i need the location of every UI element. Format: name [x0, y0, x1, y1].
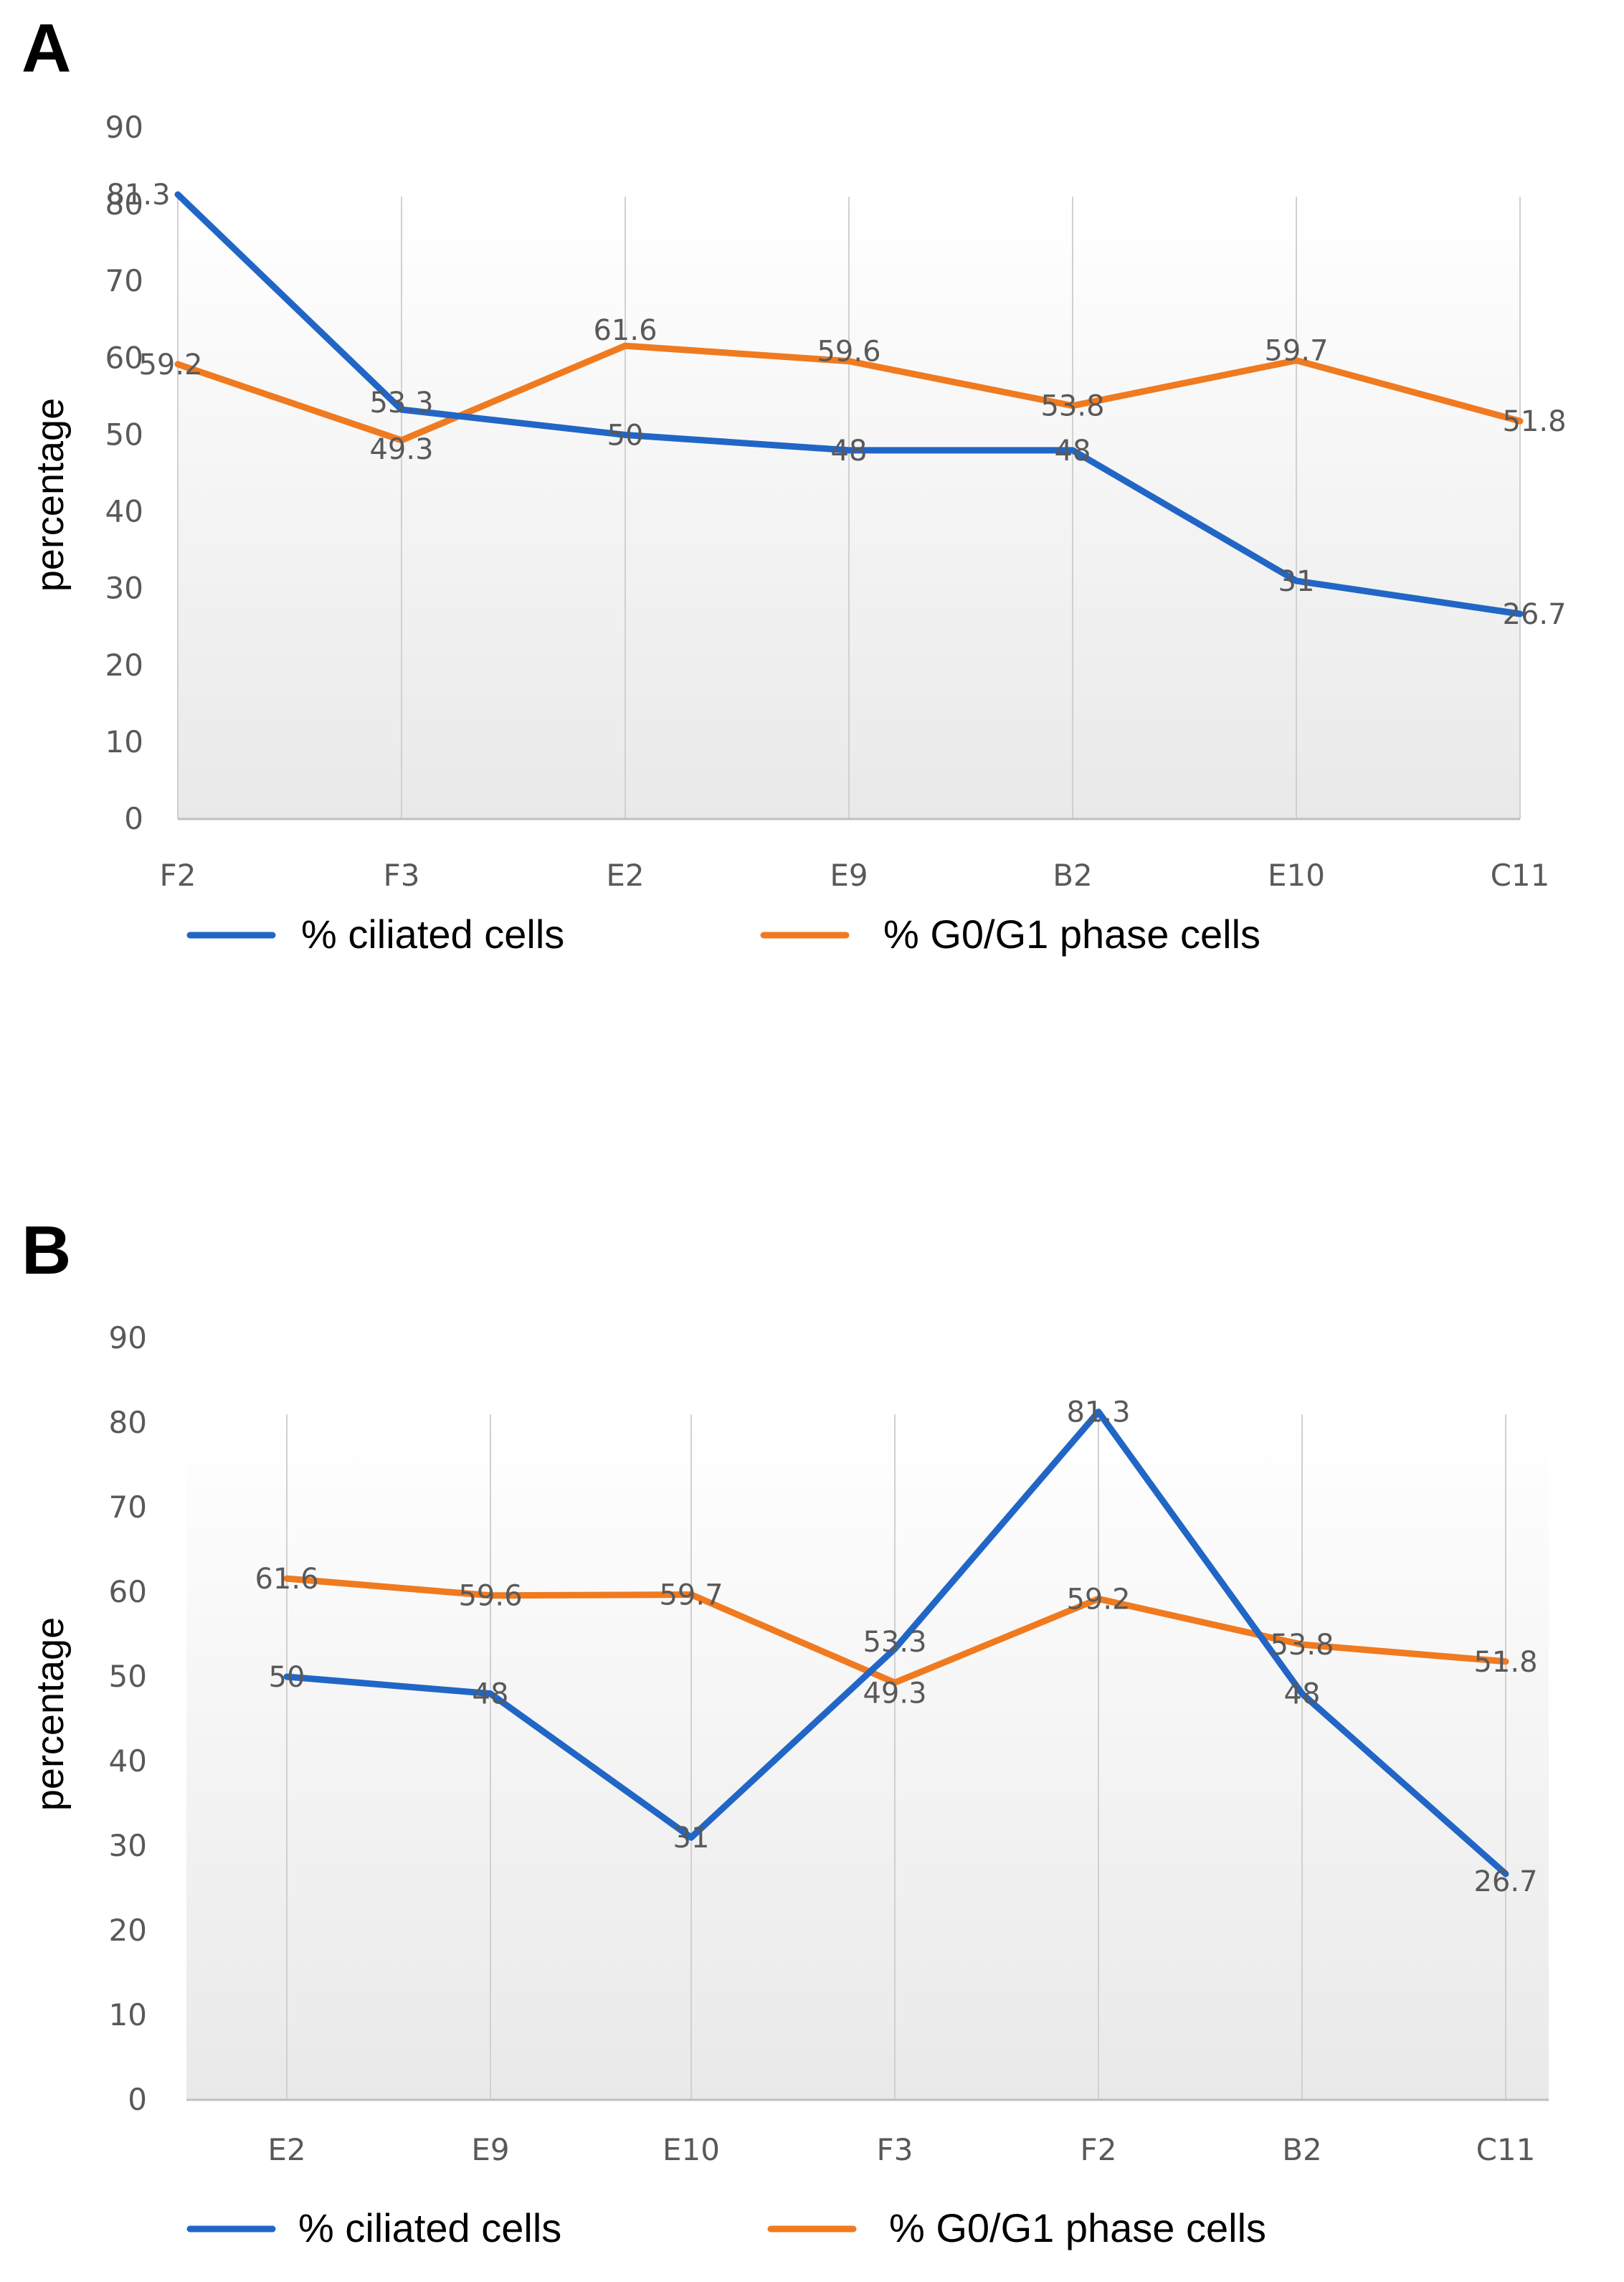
- data-label-ciliated: 53.3: [863, 1626, 926, 1659]
- data-label-ciliated: 26.7: [1502, 598, 1566, 631]
- series-line-g0g1: [283, 1575, 1509, 1686]
- x-tick-label-e9: E9: [471, 2132, 509, 2167]
- data-label-ciliated: 48: [473, 1678, 509, 1711]
- y-tick-label: 30: [109, 1828, 147, 1863]
- data-label-g0g1: 59.6: [458, 1580, 522, 1613]
- y-tick-label: 0: [124, 801, 143, 836]
- data-label-ciliated: 81.3: [106, 179, 170, 212]
- panel-label: B: [22, 1212, 71, 1289]
- x-tick-label-f2: F2: [160, 858, 196, 893]
- y-tick-label: 50: [109, 1659, 147, 1694]
- series-line-ciliated: [174, 191, 1524, 617]
- x-tick-label-e2: E2: [606, 858, 644, 893]
- data-label-g0g1: 53.8: [1270, 1629, 1334, 1662]
- data-label-ciliated: 26.7: [1473, 1865, 1537, 1898]
- data-label-g0g1: 59.7: [659, 1579, 723, 1612]
- y-tick-label: 70: [109, 1490, 147, 1525]
- data-label-g0g1: 51.8: [1502, 405, 1566, 438]
- y-tick-label: 20: [105, 648, 143, 683]
- y-tick-label: 90: [105, 110, 143, 145]
- y-tick-label: 10: [105, 724, 143, 759]
- y-tick-label: 40: [109, 1743, 147, 1779]
- y-tick-label: 10: [109, 1997, 147, 2032]
- x-tick-label-c11: C11: [1476, 2132, 1536, 2167]
- y-tick-label: 80: [105, 186, 143, 222]
- y-tick-label: 50: [105, 417, 143, 452]
- data-label-g0g1: 61.6: [593, 314, 657, 347]
- data-label-g0g1: 61.6: [255, 1563, 318, 1596]
- legend-label-g0g1: % G0/G1 phase cells: [883, 912, 1260, 957]
- x-tick-label-f3: F3: [877, 2132, 913, 2167]
- y-axis-title: percentage: [29, 398, 72, 592]
- data-label-g0g1: 49.3: [863, 1677, 926, 1710]
- x-tick-label-b2: B2: [1282, 2132, 1322, 2167]
- data-label-g0g1: 59.7: [1264, 335, 1328, 368]
- data-label-ciliated: 48: [1055, 435, 1091, 468]
- chart-panel-a: A 0 10 20 30 40 50 60 70 80 90 F2 F3 E2 E9 B2 E10 C11 perc…: [22, 10, 1567, 957]
- x-tick-label-e10: E10: [1268, 858, 1325, 893]
- data-label-g0g1: 59.6: [817, 336, 880, 369]
- panel-label: A: [22, 10, 71, 87]
- y-tick-label: 80: [109, 1405, 147, 1440]
- data-label-g0g1: 59.2: [1066, 1583, 1130, 1616]
- data-label-g0g1: 59.2: [138, 349, 202, 382]
- y-tick-label: 0: [128, 2082, 147, 2117]
- data-label-g0g1: 51.8: [1473, 1646, 1537, 1679]
- legend-label-g0g1: % G0/G1 phase cells: [889, 2205, 1266, 2250]
- legend-label-ciliated: % ciliated cells: [298, 2205, 561, 2250]
- y-tick-label: 60: [109, 1574, 147, 1609]
- data-label-ciliated: 31: [1278, 565, 1315, 598]
- plot-background: [186, 1414, 1549, 2100]
- y-tick-label: 70: [105, 263, 143, 298]
- y-tick-label: 20: [109, 1913, 147, 1948]
- data-label-ciliated: 81.3: [1066, 1396, 1130, 1429]
- y-tick-label: 30: [105, 571, 143, 606]
- chart-panel-b: B 0 10 20 30 40 50 60 70 80 90 E2 E9 E10 F3 F2 B2 C11 perc…: [22, 1212, 1549, 2250]
- series-line-g0g1: [174, 342, 1524, 444]
- series-line-ciliated: [283, 1409, 1509, 1878]
- data-label-ciliated: 48: [1284, 1678, 1321, 1711]
- y-tick-label: 90: [109, 1320, 147, 1355]
- x-tick-label-e9: E9: [830, 858, 868, 893]
- x-tick-label-b2: B2: [1053, 858, 1093, 893]
- data-label-ciliated: 50: [607, 419, 644, 452]
- x-tick-label-f2: F2: [1081, 2132, 1117, 2167]
- legend-label-ciliated: % ciliated cells: [301, 912, 564, 957]
- x-tick-label-c11: C11: [1491, 858, 1550, 893]
- data-label-ciliated: 31: [673, 1822, 710, 1855]
- data-label-ciliated: 48: [831, 435, 868, 468]
- x-tick-label-e10: E10: [663, 2132, 720, 2167]
- x-tick-label-f3: F3: [384, 858, 420, 893]
- y-tick-label: 40: [105, 494, 143, 529]
- x-tick-label-e2: E2: [267, 2132, 305, 2167]
- data-label-ciliated: 50: [269, 1661, 305, 1694]
- data-label-g0g1: 53.8: [1040, 390, 1104, 423]
- data-label-ciliated: 53.3: [369, 387, 433, 420]
- y-tick-label: 60: [105, 340, 143, 375]
- data-label-g0g1: 49.3: [369, 433, 433, 466]
- y-axis-title: percentage: [29, 1617, 72, 1811]
